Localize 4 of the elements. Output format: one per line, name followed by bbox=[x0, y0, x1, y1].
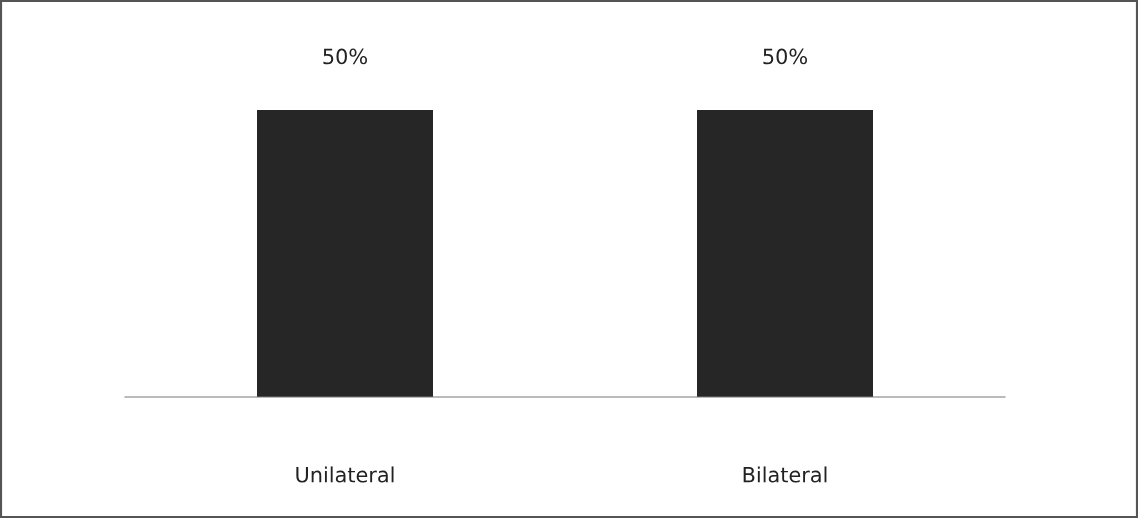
x-tick-label: Unilateral bbox=[296, 466, 394, 483]
x-tick-label: Bilateral bbox=[743, 466, 827, 483]
data-label: 50% bbox=[763, 48, 807, 65]
data-label: 50% bbox=[323, 48, 367, 65]
